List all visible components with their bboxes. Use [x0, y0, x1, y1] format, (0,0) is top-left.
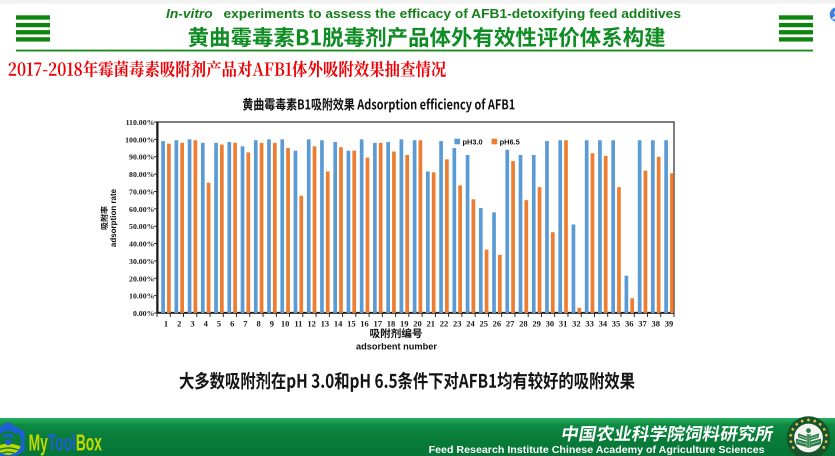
svg-text:12: 12: [307, 319, 316, 329]
svg-text:90.00%: 90.00%: [129, 153, 155, 162]
svg-text:23: 23: [453, 319, 462, 329]
svg-text:30: 30: [546, 319, 555, 329]
svg-text:50.00%: 50.00%: [129, 222, 155, 231]
svg-text:26: 26: [493, 319, 502, 329]
svg-text:21: 21: [426, 319, 435, 329]
svg-text:31: 31: [559, 319, 568, 329]
svg-text:2: 2: [177, 319, 181, 329]
svg-text:pH3.0: pH3.0: [463, 138, 483, 147]
svg-text:35: 35: [612, 319, 621, 329]
svg-text:3: 3: [190, 319, 194, 329]
svg-text:19: 19: [400, 319, 409, 329]
svg-text:37: 37: [638, 319, 647, 329]
svg-text:17: 17: [374, 319, 383, 329]
svg-text:40.00%: 40.00%: [129, 240, 155, 249]
svg-text:16: 16: [360, 319, 369, 329]
svg-text:9: 9: [270, 319, 274, 329]
svg-text:10.00%: 10.00%: [129, 292, 155, 301]
svg-text:10: 10: [281, 319, 290, 329]
svg-text:38: 38: [652, 319, 661, 329]
svg-text:36: 36: [625, 319, 634, 329]
svg-text:adsorption rate: adsorption rate: [109, 188, 118, 247]
svg-text:13: 13: [321, 319, 330, 329]
svg-text:pH6.5: pH6.5: [500, 138, 520, 147]
svg-text:39: 39: [665, 319, 674, 329]
svg-text:7: 7: [243, 319, 248, 329]
svg-text:22: 22: [440, 319, 449, 329]
svg-text:70.00%: 70.00%: [129, 187, 155, 196]
svg-text:In-vitro experiments to asses: In-vitro experiments to assess the effic…: [166, 6, 681, 21]
svg-text:Feed Research Institute Chines: Feed Research Institute Chinese Academy …: [429, 445, 765, 456]
svg-text:20: 20: [413, 319, 422, 329]
svg-text:MyToolBox: MyToolBox: [29, 431, 103, 456]
svg-text:6: 6: [230, 319, 234, 329]
svg-text:33: 33: [585, 319, 594, 329]
svg-text:80.00%: 80.00%: [129, 170, 155, 179]
svg-text:14: 14: [334, 319, 343, 329]
svg-text:18: 18: [387, 319, 396, 329]
svg-text:4: 4: [204, 319, 209, 329]
svg-text:15: 15: [347, 319, 356, 329]
svg-text:28: 28: [519, 319, 528, 329]
svg-text:30.00%: 30.00%: [129, 257, 155, 266]
svg-text:27: 27: [506, 319, 515, 329]
svg-text:5: 5: [217, 319, 221, 329]
svg-text:11: 11: [294, 319, 302, 329]
svg-text:24: 24: [466, 319, 475, 329]
svg-text:60.00%: 60.00%: [129, 205, 155, 214]
svg-text:29: 29: [532, 319, 541, 329]
svg-text:0.00%: 0.00%: [133, 309, 155, 318]
svg-text:25: 25: [479, 319, 488, 329]
svg-text:110.00%: 110.00%: [126, 118, 155, 127]
svg-text:34: 34: [599, 319, 608, 329]
svg-text:32: 32: [572, 319, 581, 329]
svg-text:adsorbent number: adsorbent number: [356, 341, 437, 352]
svg-text:1: 1: [164, 319, 168, 329]
svg-text:20.00%: 20.00%: [129, 274, 155, 283]
svg-text:8: 8: [257, 319, 261, 329]
svg-text:100.00%: 100.00%: [125, 135, 154, 144]
